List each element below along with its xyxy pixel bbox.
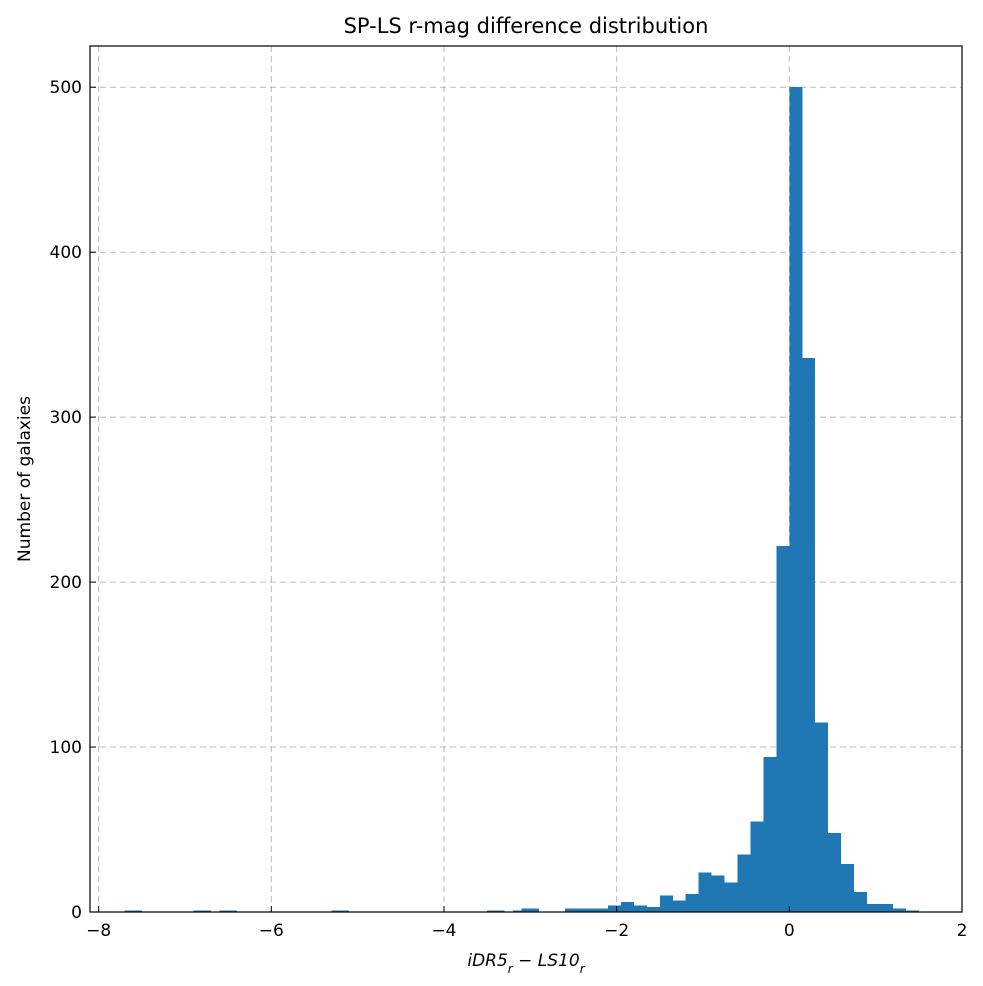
- histogram-bar: [776, 545, 790, 912]
- histogram-bar: [841, 864, 855, 912]
- y-tick-label: 200: [50, 573, 82, 593]
- histogram-bar: [698, 872, 712, 912]
- x-tick-label: −8: [86, 921, 111, 941]
- x-axis-label: iDR5r − LS10r: [467, 951, 585, 976]
- histogram-bar: [564, 908, 609, 912]
- histogram-bar: [487, 910, 505, 912]
- histogram-bar: [331, 910, 350, 912]
- histogram-bar: [711, 875, 725, 912]
- y-tick-label: 500: [50, 78, 82, 98]
- histogram-bar: [124, 910, 142, 912]
- histogram-bar: [763, 756, 777, 912]
- grid-lines: [90, 46, 963, 913]
- histogram-bar: [905, 910, 919, 912]
- x-tick-label: −4: [431, 921, 456, 941]
- histogram-bar: [620, 902, 634, 912]
- x-tick-label: −2: [604, 921, 629, 941]
- histogram-bar: [646, 907, 660, 912]
- histogram-bar: [879, 903, 893, 912]
- histogram-bar: [854, 892, 868, 912]
- x-tick-label: −6: [259, 921, 284, 941]
- histogram-bar: [193, 910, 211, 912]
- histogram-bar: [633, 905, 647, 912]
- y-tick-label: 0: [71, 903, 82, 923]
- histogram-bar: [685, 893, 699, 912]
- histogram-bars: [124, 87, 919, 912]
- histogram-bar: [724, 882, 738, 912]
- y-tick-label: 300: [50, 408, 82, 428]
- y-tick-label: 100: [50, 738, 82, 758]
- histogram-bar: [521, 908, 539, 912]
- histogram-bar: [672, 900, 686, 912]
- histogram-bar: [789, 87, 803, 912]
- y-tick-label: 400: [50, 243, 82, 263]
- histogram-bar: [867, 903, 880, 912]
- y-axis-label: Number of galaxies: [15, 396, 35, 562]
- histogram-bar: [892, 908, 906, 912]
- chart-title: SP-LS r-mag difference distribution: [344, 14, 709, 38]
- histogram-bar: [659, 895, 673, 912]
- axis-ticks: −8 −6 −4 −2 0 2 0 100 200 300 400 500: [50, 78, 968, 941]
- histogram-bar: [608, 905, 621, 912]
- x-tick-label: 0: [784, 921, 795, 941]
- histogram-bar: [828, 832, 842, 912]
- x-tick-label: 2: [957, 921, 968, 941]
- histogram-bar: [802, 357, 816, 912]
- histogram-bar: [815, 722, 829, 912]
- plot-frame: [89, 45, 963, 913]
- histogram-bar: [513, 910, 522, 912]
- histogram-bar: [750, 821, 764, 912]
- histogram-bar: [219, 910, 237, 912]
- histogram-bar: [737, 854, 751, 912]
